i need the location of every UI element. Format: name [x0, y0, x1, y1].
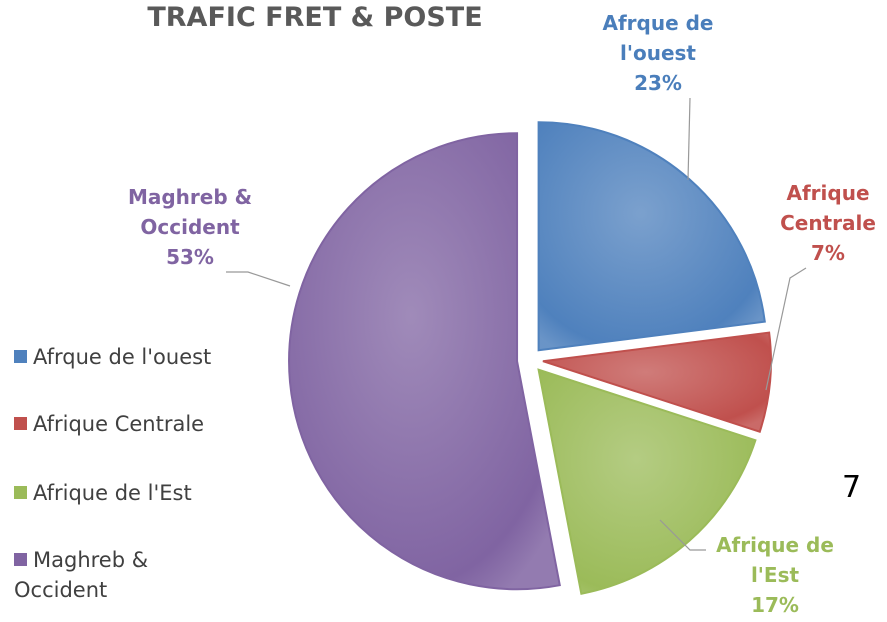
data-label-category: Afrique de l'Est [716, 533, 834, 587]
leader-line [659, 519, 706, 551]
data-label: Afrique Centrale 7% [768, 178, 887, 268]
legend-label: Maghreb & Occident [14, 548, 149, 602]
pie-slice [537, 121, 766, 352]
legend-label: Afrique Centrale [33, 412, 205, 436]
data-label: Afrque de l'ouest 23% [588, 8, 728, 98]
pie-slice [288, 132, 561, 591]
data-label-value: 7% [811, 241, 845, 265]
legend-entry: Afrique Centrale [14, 409, 214, 439]
legend-label: Afrque de l'ouest [33, 345, 212, 369]
data-label-category: Afrque de l'ouest [602, 11, 714, 65]
chart-title: TRAFIC FRET & POSTE [147, 2, 483, 33]
leader-line [687, 97, 691, 181]
data-label-category: Maghreb & Occident [127, 185, 253, 239]
data-label-value: 23% [634, 71, 682, 95]
leader-line [765, 267, 807, 391]
legend-swatch [14, 350, 27, 363]
legend-entry: Afrque de l'ouest [14, 342, 214, 372]
legend-entry: Maghreb & Occident [14, 545, 194, 605]
legend-entry: Afrique de l'Est [14, 478, 214, 508]
data-label-value: 17% [751, 593, 799, 617]
data-label-value: 53% [166, 245, 214, 269]
leader-line [226, 271, 291, 287]
pie-slice [542, 331, 772, 433]
page-number: 7 [842, 470, 862, 505]
data-label: Afrique de l'Est 17% [700, 530, 850, 620]
legend-swatch [14, 486, 27, 499]
pie-slice [537, 368, 757, 595]
legend-swatch [14, 553, 27, 566]
data-label-category: Afrique Centrale [780, 181, 876, 235]
data-label: Maghreb & Occident 53% [100, 182, 280, 272]
legend-swatch [14, 417, 27, 430]
legend-label: Afrique de l'Est [33, 481, 192, 505]
